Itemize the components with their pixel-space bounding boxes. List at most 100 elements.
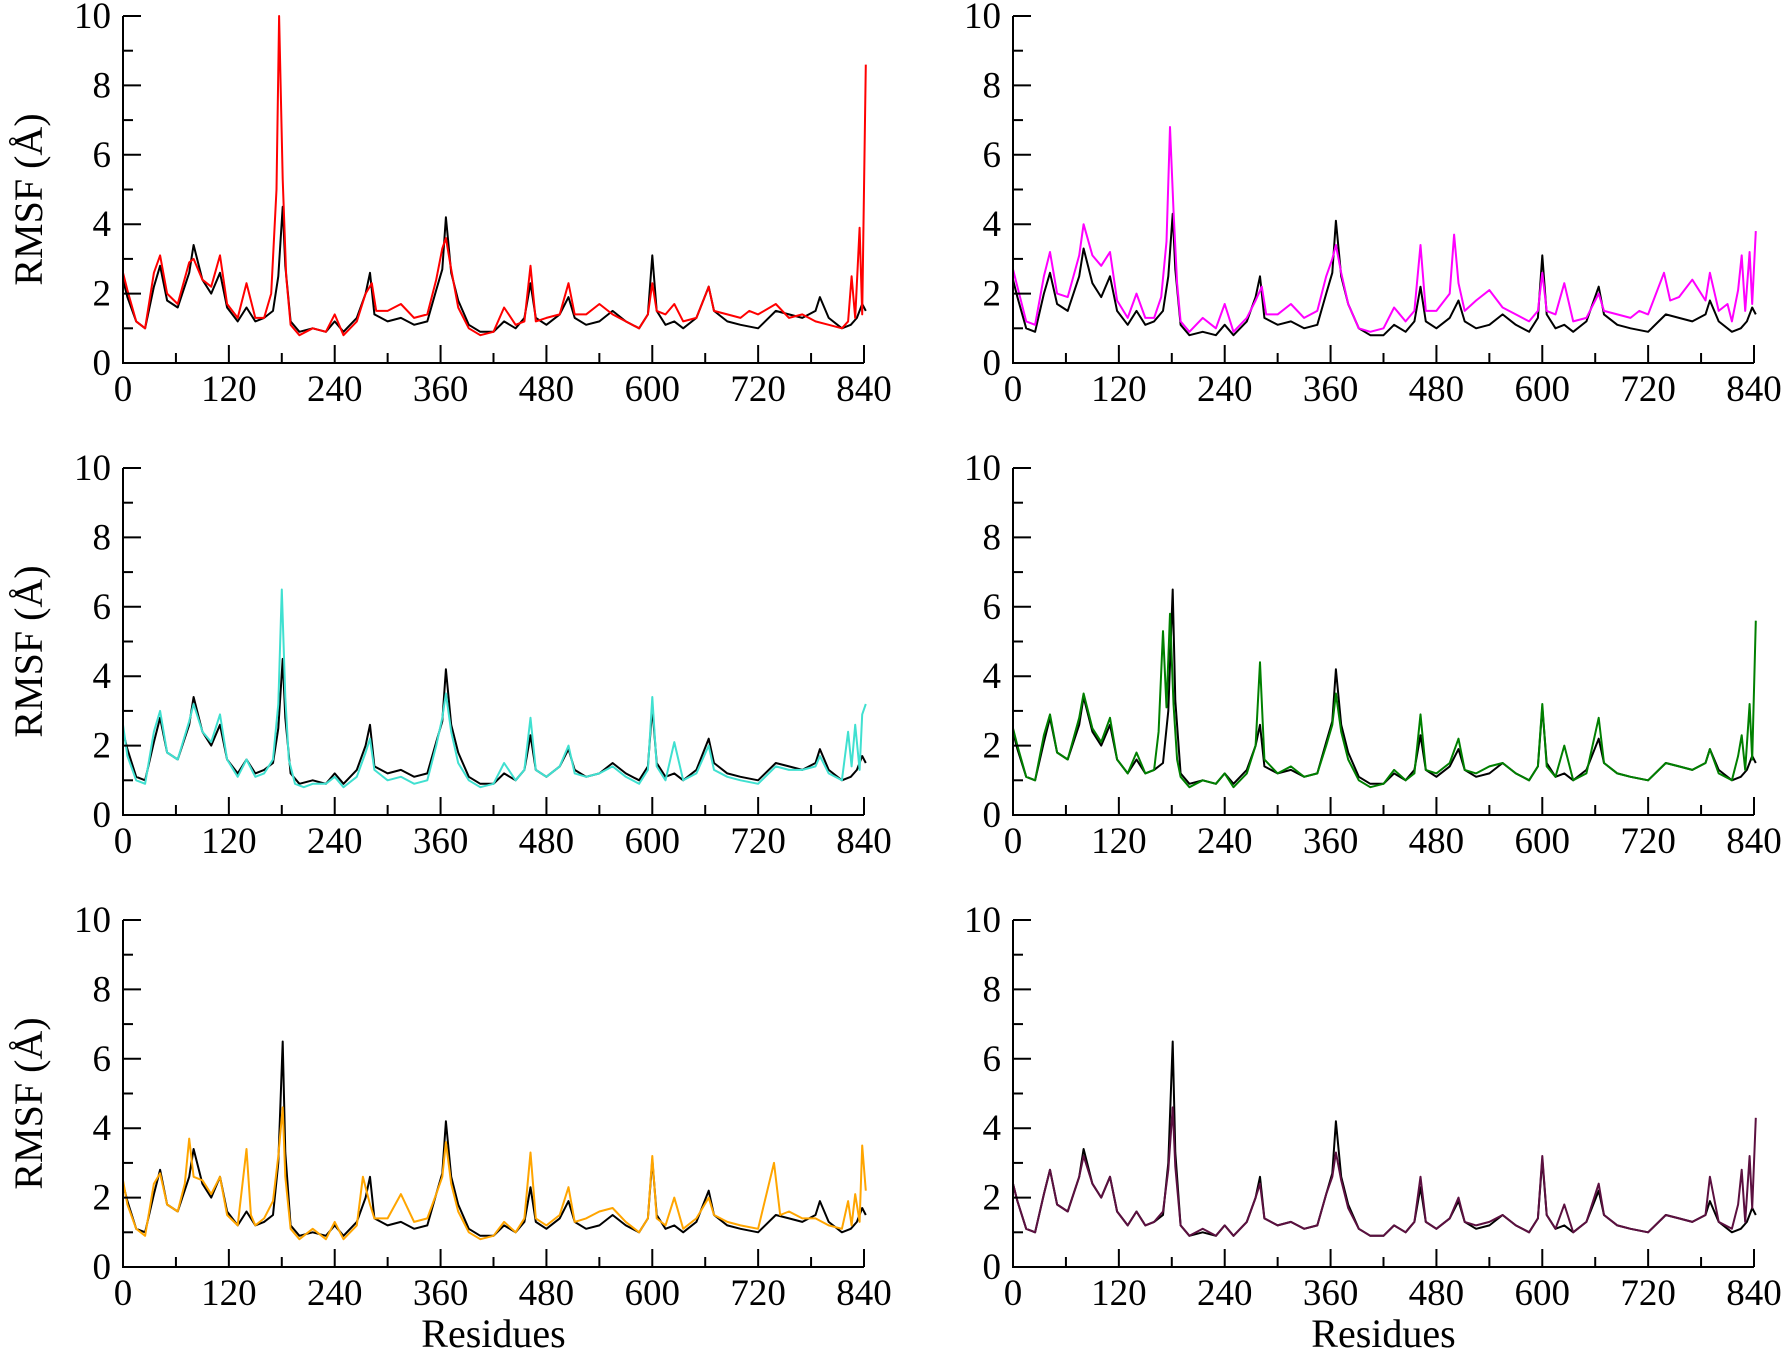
y-tick-label: 2: [983, 274, 1002, 315]
x-tick-label: 0: [1004, 369, 1023, 410]
y-tick-label: 6: [983, 587, 1002, 628]
y-tick-label: 6: [93, 587, 112, 628]
series-line-1: [122, 205, 867, 333]
y-tick-label: 8: [93, 517, 112, 558]
series-line-1: [1012, 212, 1757, 337]
y-tick-label: 4: [93, 1108, 112, 1149]
x-tick-label: 120: [201, 369, 257, 410]
series-line-2: [122, 15, 867, 337]
x-tick-label: 120: [1091, 1273, 1147, 1314]
x-tick-label: 840: [836, 1273, 892, 1314]
x-tick-label: 240: [307, 821, 363, 862]
series-line-2: [1012, 1106, 1757, 1237]
x-tick-label: 0: [114, 821, 133, 862]
x-tick-label: 720: [1620, 1273, 1676, 1314]
y-tick-label: 6: [983, 135, 1002, 176]
y-tick-label: 10: [964, 448, 1001, 489]
y-tick-label: 2: [93, 726, 112, 767]
x-tick-label: 360: [1303, 821, 1359, 862]
series-line-1: [122, 657, 867, 785]
y-tick-label: 2: [93, 274, 112, 315]
axis-frame: [122, 920, 864, 1268]
x-tick-label: 360: [413, 821, 469, 862]
y-tick-label: 8: [983, 969, 1002, 1010]
series-line-1: [1012, 1040, 1757, 1237]
x-tick-label: 720: [1620, 369, 1676, 410]
axis-frame: [1012, 920, 1754, 1268]
x-tick-label: 120: [201, 1273, 257, 1314]
series-line-2: [1012, 612, 1757, 789]
axis-frame: [122, 16, 864, 364]
x-tick-label: 240: [1197, 369, 1253, 410]
x-tick-label: 600: [1515, 821, 1571, 862]
x-tick-label: 840: [836, 821, 892, 862]
x-tick-label: 120: [201, 821, 257, 862]
series-line-2: [122, 1106, 867, 1241]
y-axis-title: RMSF (Å): [6, 113, 51, 285]
x-tick-label: 360: [413, 1273, 469, 1314]
y-tick-label: 4: [93, 204, 112, 245]
x-tick-label: 720: [730, 1273, 786, 1314]
series-line-2: [1012, 126, 1757, 333]
x-tick-label: 120: [1091, 821, 1147, 862]
chart-panel-bottom-right: 0 2 4 6 8 10 0 120 240 360 480 600 720 840 Residues: [964, 900, 1782, 1356]
x-tick-label: 360: [1303, 1273, 1359, 1314]
x-tick-label: 600: [1515, 369, 1571, 410]
y-tick-label: 8: [93, 969, 112, 1010]
axis-frame: [122, 468, 864, 816]
chart-panel-top-left: 0 2 4 6 8 10 0 120 240 360 480 600 720 840 RMSF (Å): [6, 0, 892, 410]
x-tick-label: 840: [1726, 821, 1782, 862]
y-tick-label: 4: [93, 656, 112, 697]
chart-panel-top-right: 0 2 4 6 8 10 0 120 240 360 480 600 720 840: [964, 0, 1782, 410]
x-tick-label: 600: [625, 821, 681, 862]
x-tick-label: 0: [1004, 1273, 1023, 1314]
x-tick-label: 600: [625, 369, 681, 410]
x-tick-label: 240: [1197, 821, 1253, 862]
x-tick-label: 480: [1409, 821, 1465, 862]
x-axis-title: Residues: [1311, 1311, 1455, 1356]
y-tick-label: 8: [983, 517, 1002, 558]
y-axis-title: RMSF (Å): [6, 1017, 51, 1189]
y-tick-label: 8: [983, 65, 1002, 106]
y-tick-label: 4: [983, 204, 1002, 245]
chart-panel-middle-left: 0 2 4 6 8 10 0 120 240 360 480 600 720 840 RMSF (Å): [6, 448, 892, 862]
x-tick-label: 600: [1515, 1273, 1571, 1314]
x-tick-label: 480: [1409, 369, 1465, 410]
x-tick-label: 840: [836, 369, 892, 410]
y-tick-label: 10: [964, 0, 1001, 37]
x-tick-label: 480: [519, 1273, 575, 1314]
x-tick-label: 480: [1409, 1273, 1465, 1314]
x-tick-label: 720: [1620, 821, 1676, 862]
y-axis-title: RMSF (Å): [6, 565, 51, 737]
y-tick-label: 10: [74, 0, 111, 37]
x-axis-title: Residues: [421, 1311, 565, 1356]
y-tick-label: 0: [93, 343, 112, 384]
y-tick-label: 10: [74, 900, 111, 941]
y-tick-label: 2: [93, 1178, 112, 1219]
y-tick-label: 0: [983, 343, 1002, 384]
y-tick-label: 4: [983, 1108, 1002, 1149]
y-tick-label: 2: [983, 1178, 1002, 1219]
y-tick-label: 6: [983, 1039, 1002, 1080]
y-tick-label: 4: [983, 656, 1002, 697]
y-tick-label: 0: [983, 795, 1002, 836]
axis-frame: [1012, 468, 1754, 816]
y-tick-label: 0: [93, 1247, 112, 1288]
y-tick-label: 6: [93, 135, 112, 176]
series-line-1: [122, 1040, 867, 1237]
series-line-1: [1012, 588, 1757, 785]
x-tick-label: 720: [730, 369, 786, 410]
x-tick-label: 0: [1004, 821, 1023, 862]
y-tick-label: 8: [93, 65, 112, 106]
series-line-2: [122, 588, 867, 789]
y-tick-label: 10: [964, 900, 1001, 941]
x-tick-label: 240: [307, 1273, 363, 1314]
x-tick-label: 840: [1726, 369, 1782, 410]
y-tick-label: 2: [983, 726, 1002, 767]
y-tick-label: 10: [74, 448, 111, 489]
x-tick-label: 600: [625, 1273, 681, 1314]
chart-panel-bottom-left: 0 2 4 6 8 10 0 120 240 360 480 600 720 840 RMSF (Å) Res…: [6, 900, 892, 1356]
x-tick-label: 240: [307, 369, 363, 410]
x-tick-label: 360: [413, 369, 469, 410]
